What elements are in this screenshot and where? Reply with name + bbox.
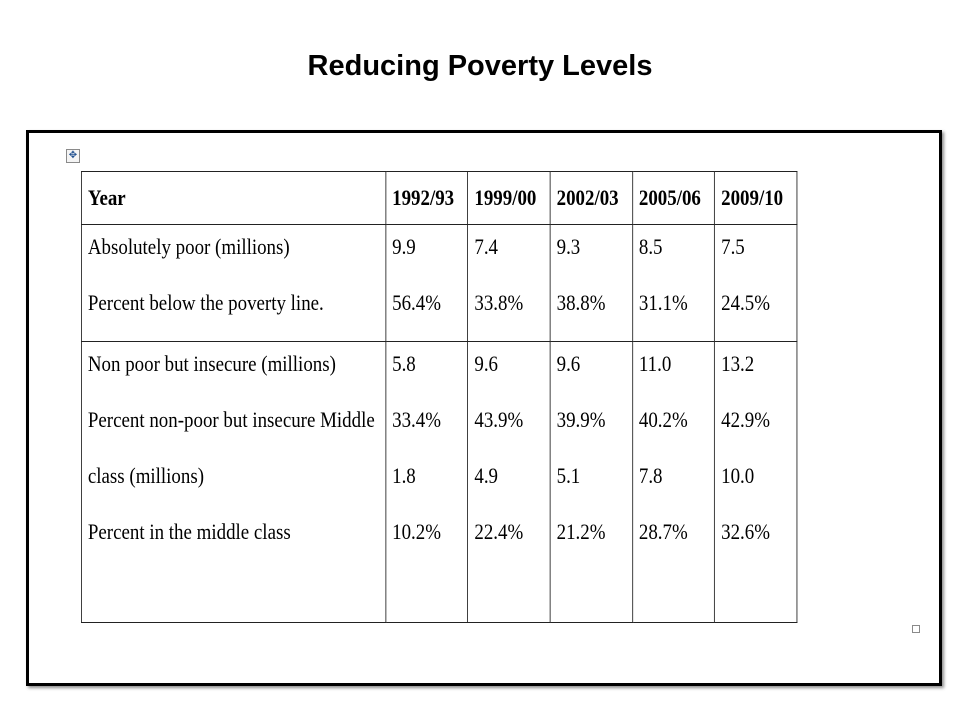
table-move-handle-icon[interactable]: ✥ xyxy=(66,149,80,163)
value: 9.3 xyxy=(556,234,581,259)
value: 8.5 xyxy=(638,234,663,259)
value: 40.2% xyxy=(638,407,688,432)
cell-poor-2009-10: 7.5 24.5% xyxy=(714,224,798,342)
value: 4.9 xyxy=(474,463,499,488)
label-non-poor-insecure: Non poor but insecure (millions) xyxy=(87,351,336,376)
header-2005-06: 2005/06 xyxy=(631,171,716,225)
cell-poor-1999-00: 7.4 33.8% xyxy=(467,224,551,342)
row-labels-poor: Absolutely poor (millions) Percent below… xyxy=(81,224,387,342)
header-year: Year xyxy=(81,171,387,225)
label-percent-below-poverty: Percent below the poverty line. xyxy=(87,290,324,315)
value: 5.8 xyxy=(392,351,416,376)
value: 5.1 xyxy=(556,463,581,488)
value: 43.9% xyxy=(474,407,524,432)
value: 42.9% xyxy=(721,407,770,432)
value: 22.4% xyxy=(474,519,524,544)
value: 10.0 xyxy=(721,463,755,488)
header-2009-10: 2009/10 xyxy=(714,171,798,225)
label-class-millions: class (millions) xyxy=(87,463,205,488)
value: 33.8% xyxy=(474,290,524,315)
value: 21.2% xyxy=(556,519,606,544)
slide-title: Reducing Poverty Levels xyxy=(307,50,653,82)
value: 38.8% xyxy=(556,290,606,315)
cell-insecure-2005-06: 11.0 40.2% 7.8 28.7% xyxy=(631,341,716,623)
value: 9.9 xyxy=(392,234,416,259)
row-labels-insecure-middle: Non poor but insecure (millions) Percent… xyxy=(81,341,387,623)
cell-poor-2005-06: 8.5 31.1% xyxy=(631,224,716,342)
table-header-row: Year 1992/93 1999/00 2002/03 2005/06 200… xyxy=(81,171,798,225)
value: 11.0 xyxy=(638,351,672,376)
label-percent-middle-class: Percent in the middle class xyxy=(87,519,291,544)
value: 1.8 xyxy=(392,463,416,488)
value: 13.2 xyxy=(721,351,755,376)
cell-poor-1992-93: 9.9 56.4% xyxy=(385,224,469,342)
cell-insecure-2009-10: 13.2 42.9% 10.0 32.6% xyxy=(714,341,798,623)
value: 9.6 xyxy=(474,351,499,376)
cell-insecure-2002-03: 9.6 39.9% 5.1 21.2% xyxy=(549,341,633,623)
poverty-table: Year 1992/93 1999/00 2002/03 2005/06 200… xyxy=(81,171,798,623)
value: 56.4% xyxy=(392,290,441,315)
table-row-poor: Absolutely poor (millions) Percent below… xyxy=(81,224,798,342)
header-1992-93: 1992/93 xyxy=(385,171,469,225)
value: 31.1% xyxy=(638,290,688,315)
header-2002-03: 2002/03 xyxy=(549,171,633,225)
table-row-insecure-middle: Non poor but insecure (millions) Percent… xyxy=(81,341,798,623)
label-absolutely-poor: Absolutely poor (millions) xyxy=(87,234,290,259)
value: 10.2% xyxy=(392,519,441,544)
cell-insecure-1992-93: 5.8 33.4% 1.8 10.2% xyxy=(385,341,469,623)
value: 28.7% xyxy=(638,519,688,544)
value: 7.8 xyxy=(638,463,663,488)
cell-insecure-1999-00: 9.6 43.9% 4.9 22.4% xyxy=(467,341,551,623)
value: 7.4 xyxy=(474,234,499,259)
value: 39.9% xyxy=(556,407,606,432)
header-1999-00: 1999/00 xyxy=(467,171,551,225)
value: 32.6% xyxy=(721,519,770,544)
label-percent-non-poor-insecure: Percent non-poor but insecure Middle xyxy=(87,407,375,432)
cell-poor-2002-03: 9.3 38.8% xyxy=(549,224,633,342)
value: 9.6 xyxy=(556,351,581,376)
table-resize-handle-icon[interactable] xyxy=(912,625,920,633)
value: 24.5% xyxy=(721,290,770,315)
table-image-frame: ✥ Year 1992/93 1999/00 2002/03 2005/06 2… xyxy=(26,130,942,686)
value: 7.5 xyxy=(721,234,745,259)
value: 33.4% xyxy=(392,407,441,432)
